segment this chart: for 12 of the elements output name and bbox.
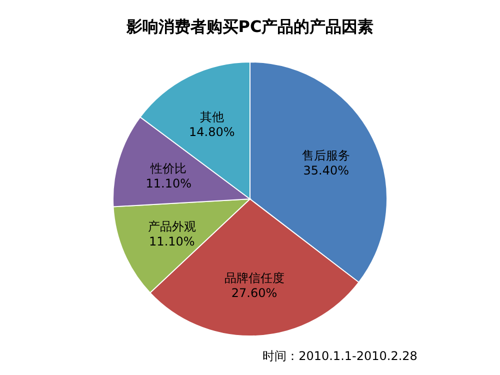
slice-label: 品牌信任度 <box>224 270 284 285</box>
data-label: 27.60% <box>231 286 278 300</box>
slice-label: 售后服务 <box>302 148 350 162</box>
data-label: 11.10% <box>149 234 195 248</box>
slice-label: 产品外观 <box>148 219 196 234</box>
slice-label: 其他 <box>200 110 224 124</box>
text: 时间：2010.1.1-2010.2.28 <box>262 349 418 363</box>
data-label: 11.10% <box>146 176 192 191</box>
data-label: 35.40% <box>303 163 350 178</box>
chart-title: 影响消费者购买PC产品的产品因素 <box>125 17 374 36</box>
data-label: 14.80% <box>189 125 235 140</box>
slice-label: 性价比 <box>150 162 187 176</box>
